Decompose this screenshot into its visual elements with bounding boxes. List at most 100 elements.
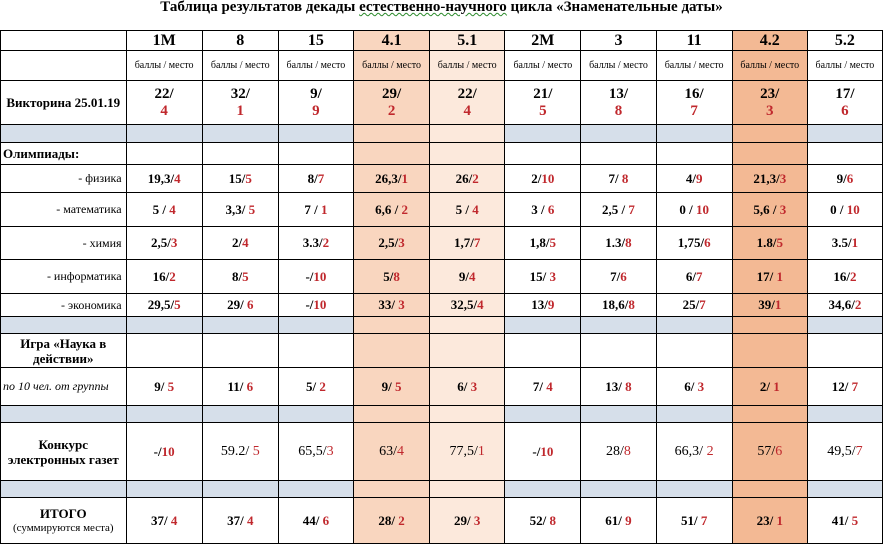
- separator-cell: [0, 316, 127, 334]
- place-value: 5: [539, 102, 547, 119]
- group-name: 4.2: [759, 32, 780, 49]
- separator-cell: [125, 124, 203, 143]
- separator-cell: [655, 316, 733, 334]
- separator-cell: [731, 316, 808, 334]
- empty-cell: [580, 142, 657, 165]
- separator-cell: [429, 480, 506, 498]
- row-label: по 10 чел. от группы: [0, 367, 127, 406]
- value-cell: 37/ 4: [201, 497, 279, 544]
- score-place: 2/ 1: [735, 379, 805, 395]
- separator-cell: [429, 316, 506, 334]
- place-value: 1: [320, 201, 328, 217]
- separator-cell: [806, 405, 883, 423]
- place-value: 3: [766, 102, 774, 119]
- separator-cell: [125, 316, 203, 334]
- place-value: 5: [248, 201, 256, 217]
- score-place: 7/ 4: [507, 379, 578, 395]
- place-value: 5: [242, 268, 249, 284]
- place-value: 7: [851, 378, 859, 394]
- score-value: 29,5/: [147, 297, 175, 312]
- total-note: (суммируются места): [12, 521, 114, 534]
- place-value: 7: [317, 170, 325, 186]
- empty-cell: [277, 142, 354, 165]
- place-value: 1: [776, 268, 783, 284]
- subject-label: - математика: [56, 202, 122, 216]
- newspaper-label: Конкурс электронных газет: [7, 436, 119, 467]
- score-place: 1,8/5: [507, 235, 578, 251]
- place-value: 10: [695, 201, 709, 217]
- score-value: 15/: [228, 170, 246, 186]
- place-value: 6: [704, 235, 711, 250]
- place-value: 3: [470, 378, 478, 394]
- score-value: 66,3/: [674, 443, 707, 459]
- olympiad-row: - экономика 29,5/5 29/ 6 -/10 33/ 3 32,5/4 13/…: [0, 293, 883, 317]
- separator-cell: [580, 316, 657, 334]
- separator-cell: [0, 124, 127, 143]
- value-cell: 49,5/7: [806, 422, 883, 481]
- group-header-cell: 15: [277, 30, 354, 51]
- place-value: 8: [549, 512, 557, 528]
- place-value: 10: [540, 443, 554, 459]
- separator-row: [0, 405, 883, 423]
- place-value: 3: [398, 235, 405, 250]
- value-cell: 19,3/4: [125, 164, 203, 193]
- value-cell: 21,3/3: [731, 164, 808, 193]
- score-place: 2,5/3: [129, 235, 200, 251]
- score-value: -/: [153, 443, 162, 459]
- place-value: 2: [398, 512, 405, 528]
- row-label: Конкурс электронных газет: [0, 422, 127, 481]
- separator-cell: [352, 405, 431, 423]
- subject-label: - информатика: [46, 269, 122, 283]
- separator-cell: [806, 124, 883, 143]
- place-value: 5: [776, 235, 783, 250]
- place-value: 10: [161, 443, 175, 459]
- row-label: Игра «Наука в действии»: [0, 333, 127, 368]
- value-cell: 4/9: [655, 164, 733, 193]
- place-value: 3: [398, 297, 405, 312]
- place-value: 10: [313, 297, 327, 312]
- value-cell: 28/ 2: [352, 497, 431, 544]
- score-place: 57/6: [735, 444, 805, 460]
- score-value: 18,6/: [602, 297, 629, 312]
- score-value: 5,6 /: [753, 201, 780, 217]
- score-place: 7/ 8: [583, 171, 653, 187]
- value-cell: 1,8/5: [504, 226, 582, 260]
- separator-cell: [504, 124, 582, 143]
- subject-label: - физика: [78, 171, 122, 185]
- unit-cell: баллы / место: [731, 50, 808, 81]
- place-value: 8: [625, 378, 632, 394]
- place-value: 6: [246, 297, 254, 312]
- score-place: 2/10: [507, 171, 578, 187]
- place-value: 1: [774, 297, 782, 312]
- group-name: 8: [236, 32, 245, 49]
- place-value: 4: [170, 512, 178, 528]
- group-name: 5.2: [834, 32, 855, 49]
- score-value: 21,3/: [753, 170, 780, 186]
- value-cell: 13/9: [504, 293, 582, 317]
- separator-cell: [352, 124, 431, 143]
- score-place: 5 / 4: [432, 202, 502, 218]
- value-cell: 6/ 3: [429, 367, 506, 406]
- value-cell: 6,6 / 2: [352, 192, 431, 227]
- value-cell: 8/7: [277, 164, 354, 193]
- value-cell: 52/ 8: [504, 497, 582, 544]
- score-value: 6/: [685, 268, 696, 284]
- unit-label: баллы / место: [664, 60, 724, 71]
- score-place: 59.2/ 5: [205, 444, 276, 460]
- place-value: 1: [851, 235, 859, 250]
- score-value: 2/: [531, 170, 542, 186]
- value-cell: -/10: [277, 259, 354, 294]
- group-name: 15: [307, 32, 324, 49]
- score-value: 7/: [610, 268, 621, 284]
- score-place: 2,5/3: [356, 235, 427, 251]
- value-cell: -/10: [125, 422, 203, 481]
- score-value: 32/: [230, 85, 250, 102]
- value-cell: 29/2: [352, 80, 431, 125]
- score-value: 0 /: [830, 201, 847, 217]
- place-value: 8: [628, 297, 635, 312]
- score-place: 29,5/5: [129, 297, 200, 313]
- place-value: 7: [628, 201, 635, 217]
- place-value: 8: [614, 102, 623, 119]
- value-cell: 26/2: [429, 164, 506, 193]
